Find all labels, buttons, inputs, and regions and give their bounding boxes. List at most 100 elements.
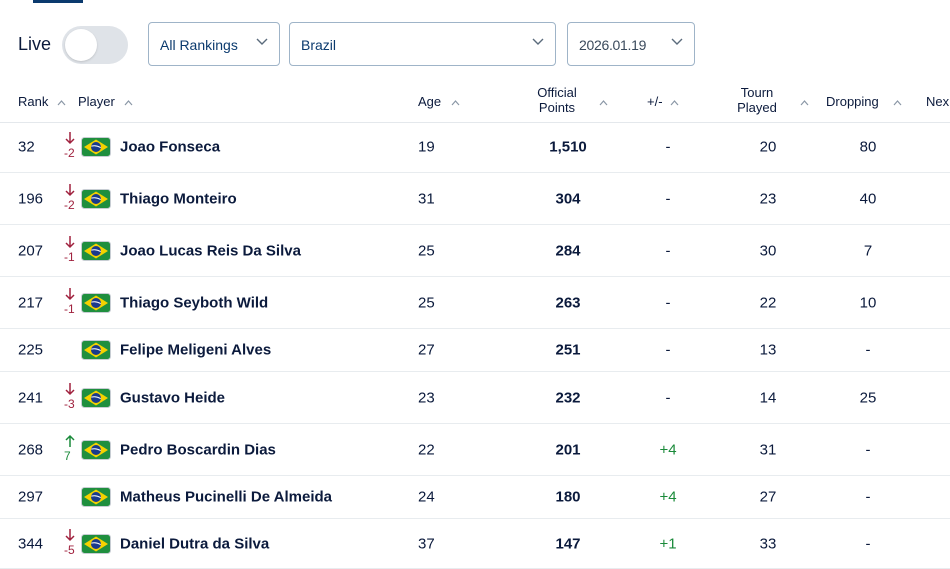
rank-cell: 196 [18,190,44,207]
rank-move-value: -1 [64,249,75,264]
chevron-down-icon [532,38,544,45]
points-cell: 284 [555,242,581,259]
arrow-up-icon [65,434,75,447]
table-row[interactable]: 225 Felipe Meligeni Alves 27 251 - 13 - [0,329,950,372]
brazil-flag-icon [81,439,111,460]
player-name-link[interactable]: Matheus Pucinelli De Almeida [120,488,332,506]
table-row[interactable]: 268 7 Pedro Boscardin Dias 22 201 +4 31 - [0,424,950,476]
player-name-link[interactable]: Gustavo Heide [120,389,226,406]
rank-move-up: 7 [63,434,77,466]
rank-cell: 217 [18,294,44,311]
rank-move-value: -1 [64,301,75,316]
chevron-down-icon [256,38,268,45]
country-select[interactable]: Brazil [289,22,556,66]
table-row[interactable]: 32 -2 Joao Fonseca 19 1,510 - 20 80 [0,122,950,173]
player-name-link[interactable]: Thiago Seyboth Wild [120,294,269,311]
points-cell: 251 [555,341,581,359]
arrow-down-icon [65,183,75,196]
tourn-played-cell: 27 [759,488,777,506]
points-cell: 147 [555,535,581,552]
brazil-flag-icon [81,387,111,408]
tourn-played-cell: 22 [759,294,777,311]
change-cell: - [665,190,671,207]
rankings-select[interactable]: All Rankings [148,22,280,66]
tourn-played-cell: 13 [759,341,777,359]
arrow-down-icon [65,235,75,248]
sort-caret-up-icon[interactable] [124,99,133,106]
sort-caret-up-icon[interactable] [800,99,809,106]
player-name-link[interactable]: Felipe Meligeni Alves [120,341,272,359]
dropping-cell: 80 [859,138,877,156]
age-cell: 31 [418,190,435,207]
player-name-link[interactable]: Joao Lucas Reis Da Silva [120,242,301,259]
rank-move-down: -2 [63,183,77,215]
rank-move-value: -2 [64,146,75,160]
date-select[interactable]: 2026.01.19 [567,22,695,66]
sort-caret-up-icon[interactable] [670,99,679,106]
rank-cell: 268 [18,441,44,458]
arrow-down-icon [65,287,75,300]
brazil-flag-icon [81,188,111,209]
col-points-header-line1: Official [537,85,577,100]
chevron-down-icon [671,38,683,45]
col-dropping-header[interactable]: Dropping [826,94,879,109]
col-next-header[interactable]: Nex [926,94,950,109]
age-cell: 37 [418,535,435,552]
rank-move-down: -5 [63,528,77,560]
player-name-link[interactable]: Joao Fonseca [120,138,221,156]
col-points-header-line2: Points [538,100,576,115]
dropping-cell: 25 [859,389,877,406]
col-points-header[interactable]: Official Points [533,85,581,115]
dropping-cell: 10 [859,294,877,311]
change-cell: - [665,341,671,359]
age-cell: 27 [418,341,435,359]
col-change-header[interactable]: +/- [647,94,663,109]
rank-cell: 32 [18,138,35,156]
brazil-flag-icon [81,487,111,507]
brazil-flag-icon [81,533,111,554]
sort-caret-up-icon[interactable] [451,99,460,106]
rankings-table-body: 32 -2 Joao Fonseca 19 1,510 - 20 80 196 -2 Thiago … [0,122,950,569]
dropping-cell: 40 [859,190,877,207]
active-tab-indicator [33,0,83,3]
arrow-down-icon [65,132,75,145]
table-row[interactable]: 344 -5 Daniel Dutra da Silva 37 147 +1 33 - [0,519,950,569]
col-age-header[interactable]: Age [418,94,442,109]
filter-bar: Live All Rankings Brazil 2026.01.19 [0,22,950,68]
points-cell: 263 [555,294,581,311]
col-rank-header[interactable]: Rank [18,94,49,109]
player-name-link[interactable]: Pedro Boscardin Dias [120,441,276,458]
age-cell: 24 [418,488,435,506]
rank-move-value: 7 [64,448,71,463]
dropping-cell: 7 [863,242,873,259]
change-cell: - [665,138,671,156]
age-cell: 22 [418,441,435,458]
sort-caret-up-icon[interactable] [57,99,66,106]
points-cell: 1,510 [549,138,587,156]
player-name-link[interactable]: Daniel Dutra da Silva [120,535,270,552]
table-row[interactable]: 241 -3 Gustavo Heide 23 232 - 14 25 [0,372,950,424]
table-header: Rank Player Age Official Points +/- Tour… [0,82,950,123]
arrow-down-icon [65,382,75,395]
col-player-header[interactable]: Player [78,94,115,109]
table-row[interactable]: 196 -2 Thiago Monteiro 31 304 - 23 40 [0,173,950,225]
brazil-flag-icon [81,340,111,360]
sort-caret-up-icon[interactable] [893,99,902,106]
tourn-played-cell: 20 [759,138,777,156]
table-row[interactable]: 207 -1 Joao Lucas Reis Da Silva 25 284 - 30 7 [0,225,950,277]
rank-cell: 297 [18,488,44,506]
col-tourn-header[interactable]: Tourn Played [733,85,781,115]
tourn-played-cell: 23 [759,190,777,207]
col-tourn-header-line1: Tourn [740,85,774,100]
change-cell: - [665,242,671,259]
sort-caret-up-icon[interactable] [599,99,608,106]
rank-move-down: -1 [63,235,77,267]
table-row[interactable]: 297 Matheus Pucinelli De Almeida 24 180 +4 27… [0,476,950,519]
player-name-link[interactable]: Thiago Monteiro [120,190,237,207]
table-row[interactable]: 217 -1 Thiago Seyboth Wild 25 263 - 22 10 [0,277,950,329]
change-cell: +4 [659,488,677,506]
dropping-cell: - [865,341,871,359]
live-toggle[interactable] [62,26,128,64]
points-cell: 232 [555,389,581,406]
rank-cell: 207 [18,242,44,259]
